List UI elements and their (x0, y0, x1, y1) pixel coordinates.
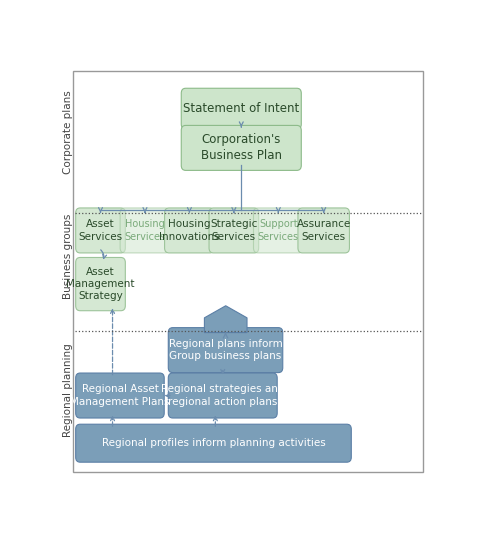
Text: Regional profiles inform planning activities: Regional profiles inform planning activi… (102, 438, 326, 448)
Text: Asset
Services: Asset Services (78, 219, 122, 242)
FancyBboxPatch shape (164, 208, 214, 253)
FancyBboxPatch shape (76, 373, 164, 418)
Text: Corporation's
Business Plan: Corporation's Business Plan (201, 133, 282, 162)
Text: Statement of Intent: Statement of Intent (183, 102, 299, 115)
Polygon shape (205, 306, 247, 332)
FancyBboxPatch shape (168, 373, 277, 418)
Text: Corporate plans: Corporate plans (63, 91, 73, 174)
FancyBboxPatch shape (73, 71, 423, 472)
Text: Asset
Management
Strategy: Asset Management Strategy (66, 267, 135, 301)
Text: Regional planning: Regional planning (63, 344, 73, 437)
Text: Business groups: Business groups (63, 213, 73, 299)
Text: Support
Services: Support Services (258, 219, 299, 242)
Text: Housing
Services: Housing Services (124, 219, 165, 242)
FancyBboxPatch shape (76, 424, 351, 462)
Text: Regional plans inform
Group business plans: Regional plans inform Group business pla… (169, 339, 282, 361)
FancyBboxPatch shape (181, 125, 301, 170)
FancyBboxPatch shape (209, 208, 259, 253)
Text: Regional strategies and
regional action plans: Regional strategies and regional action … (161, 384, 284, 407)
FancyBboxPatch shape (298, 208, 349, 253)
FancyBboxPatch shape (76, 257, 125, 311)
FancyBboxPatch shape (76, 208, 125, 253)
FancyBboxPatch shape (168, 327, 283, 373)
FancyBboxPatch shape (253, 208, 303, 253)
Text: Housing
Innovations: Housing Innovations (159, 219, 220, 242)
Text: Strategic
Services: Strategic Services (210, 219, 258, 242)
FancyBboxPatch shape (120, 208, 170, 253)
FancyBboxPatch shape (181, 88, 301, 129)
Text: Assurance
Services: Assurance Services (296, 219, 351, 242)
Text: Regional Asset
Management Plans: Regional Asset Management Plans (70, 384, 170, 407)
